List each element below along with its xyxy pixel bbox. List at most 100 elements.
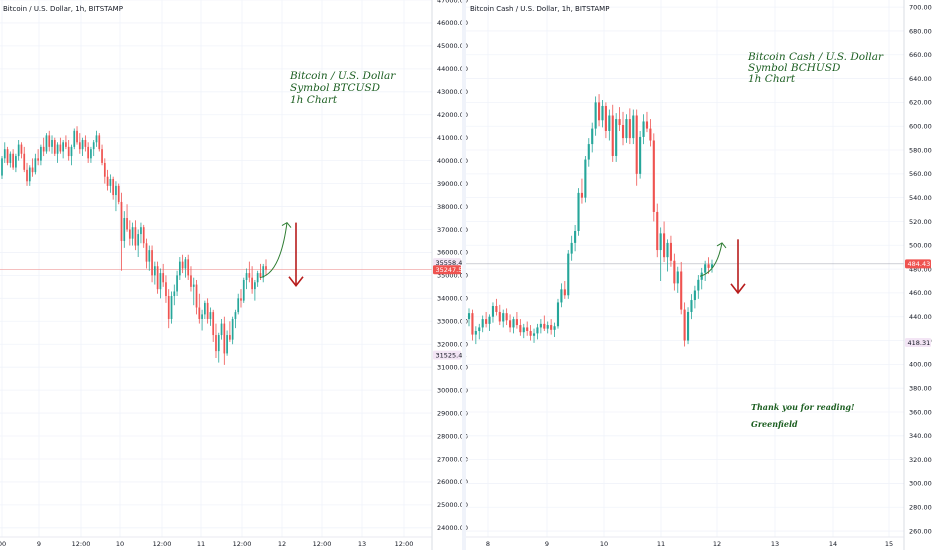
candle[interactable]: [40, 144, 42, 166]
candle[interactable]: [519, 319, 522, 336]
candle[interactable]: [134, 220, 137, 251]
candle[interactable]: [165, 275, 167, 303]
candle[interactable]: [639, 130, 642, 179]
bchusd-chart-panel[interactable]: 260.00 280.00 300.00 320.00 340.00 360.00 380.…: [466, 0, 932, 550]
candle[interactable]: [90, 146, 92, 163]
candle[interactable]: [34, 153, 37, 175]
candle[interactable]: [597, 94, 601, 127]
candle[interactable]: [577, 188, 580, 236]
candle[interactable]: [663, 221, 666, 262]
candle[interactable]: [184, 257, 187, 278]
candle[interactable]: [128, 220, 131, 246]
candle[interactable]: [495, 298, 498, 316]
candle[interactable]: [245, 268, 248, 290]
candle[interactable]: [126, 204, 128, 232]
candle[interactable]: [123, 211, 126, 248]
candle[interactable]: [574, 225, 577, 252]
candle[interactable]: [151, 245, 153, 283]
candle[interactable]: [84, 135, 87, 152]
candle[interactable]: [198, 293, 201, 324]
candle[interactable]: [567, 250, 570, 299]
candle[interactable]: [550, 319, 553, 335]
candle[interactable]: [693, 285, 696, 309]
candle[interactable]: [12, 149, 14, 170]
candle[interactable]: [498, 304, 501, 326]
candle[interactable]: [488, 314, 491, 332]
candle[interactable]: [103, 158, 106, 184]
candle[interactable]: [212, 309, 215, 342]
candle[interactable]: [223, 316, 226, 365]
candle[interactable]: [112, 176, 115, 200]
candle[interactable]: [206, 298, 209, 324]
candle[interactable]: [690, 294, 693, 320]
candle[interactable]: [173, 284, 176, 306]
candle[interactable]: [251, 266, 253, 294]
candle[interactable]: [509, 314, 512, 333]
candle[interactable]: [652, 133, 655, 222]
candle[interactable]: [707, 257, 710, 274]
candle[interactable]: [1, 156, 3, 179]
candle[interactable]: [26, 162, 28, 186]
candle[interactable]: [505, 308, 508, 326]
candle[interactable]: [226, 330, 228, 356]
candle[interactable]: [529, 325, 532, 341]
btc-price-axis[interactable]: 24000.00 25000.00 26000.00 27000.00 28000.00…: [437, 0, 468, 532]
candle[interactable]: [176, 270, 178, 297]
candle[interactable]: [481, 315, 484, 333]
candle[interactable]: [615, 113, 618, 162]
panel-divider[interactable]: [462, 0, 466, 550]
candle[interactable]: [51, 135, 53, 154]
candle[interactable]: [594, 96, 597, 136]
candle[interactable]: [53, 137, 56, 157]
candle[interactable]: [240, 289, 242, 308]
candle[interactable]: [67, 139, 70, 161]
candle[interactable]: [710, 259, 714, 273]
candle[interactable]: [145, 238, 148, 269]
candle[interactable]: [20, 142, 23, 159]
candle[interactable]: [474, 326, 477, 345]
candle[interactable]: [635, 109, 638, 186]
candle[interactable]: [491, 302, 495, 323]
candle[interactable]: [231, 316, 234, 345]
candle[interactable]: [467, 308, 471, 327]
candle[interactable]: [618, 107, 621, 131]
candle[interactable]: [502, 309, 505, 328]
candle[interactable]: [649, 119, 652, 147]
candle[interactable]: [526, 321, 529, 336]
candle[interactable]: [70, 144, 73, 166]
candle[interactable]: [570, 235, 573, 261]
candle[interactable]: [101, 144, 103, 166]
candle[interactable]: [45, 133, 48, 154]
candle[interactable]: [187, 254, 190, 280]
candle[interactable]: [608, 109, 611, 141]
candle[interactable]: [148, 245, 151, 271]
candle[interactable]: [156, 261, 159, 294]
candle[interactable]: [181, 254, 184, 274]
candle[interactable]: [584, 155, 587, 203]
candle[interactable]: [229, 321, 231, 342]
candle[interactable]: [666, 239, 669, 272]
candle[interactable]: [237, 293, 240, 315]
candle[interactable]: [15, 153, 17, 173]
bch-time-axis[interactable]: 8 9 10 11 12 13 14 15: [486, 540, 893, 548]
candle[interactable]: [170, 291, 173, 324]
candle[interactable]: [131, 222, 134, 246]
candle[interactable]: [62, 139, 64, 159]
candle[interactable]: [162, 263, 165, 287]
candle[interactable]: [73, 128, 76, 150]
btcusd-chart-panel[interactable]: 24000.00 25000.00 26000.00 27000.00 28000.00…: [0, 0, 468, 550]
candle[interactable]: [195, 279, 198, 315]
candle[interactable]: [587, 138, 590, 167]
candle[interactable]: [604, 102, 607, 139]
candle[interactable]: [6, 146, 9, 166]
candle[interactable]: [563, 281, 566, 299]
candle[interactable]: [140, 222, 142, 244]
candle[interactable]: [515, 311, 518, 329]
candle[interactable]: [256, 270, 259, 287]
candle[interactable]: [471, 309, 474, 341]
btc-candles[interactable]: [1, 126, 267, 365]
candle[interactable]: [539, 319, 542, 334]
candle[interactable]: [3, 142, 6, 163]
candle[interactable]: [645, 111, 649, 133]
